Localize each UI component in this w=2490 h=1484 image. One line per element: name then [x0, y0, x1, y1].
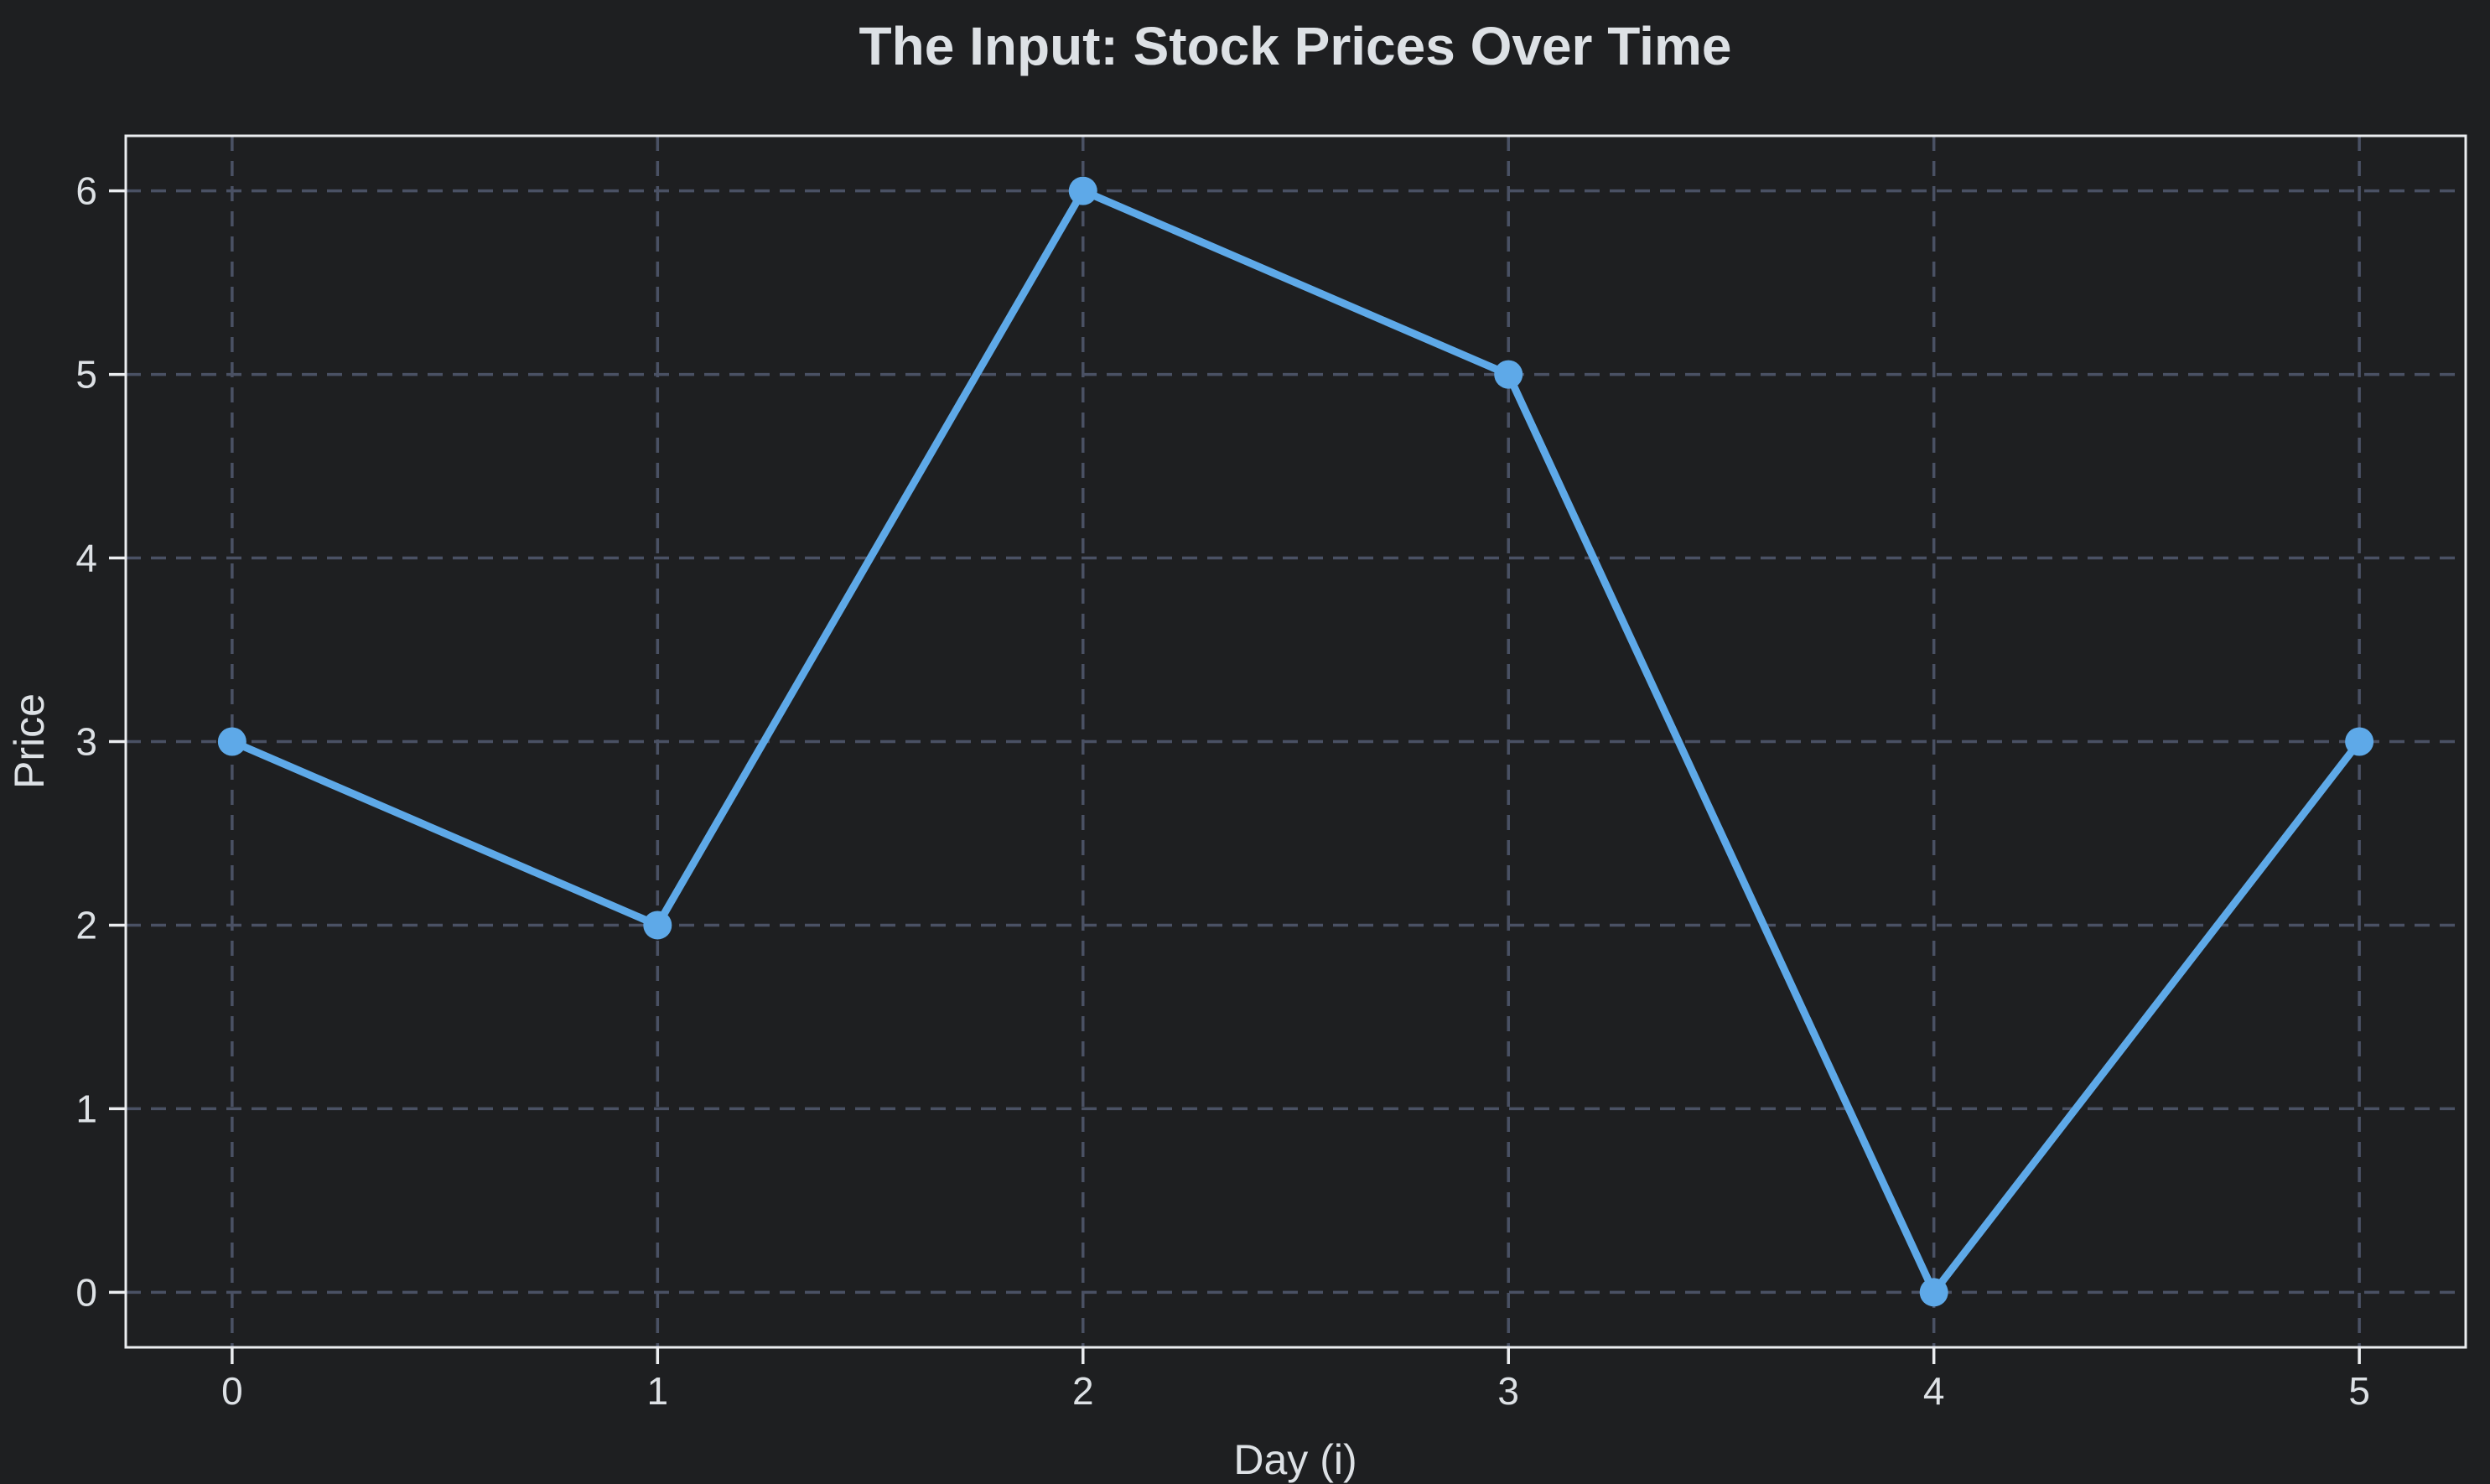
y-tick-label: 3 — [75, 720, 97, 764]
y-axis-label: Price — [6, 693, 53, 789]
x-tick-label: 4 — [1923, 1369, 1945, 1413]
y-tick-label: 6 — [75, 169, 97, 213]
tick-label-layer: 0 1 2 3 4 5 0 1 2 3 4 5 6 — [75, 169, 2370, 1413]
data-point — [1919, 1278, 1948, 1307]
y-tick-label: 5 — [75, 353, 97, 397]
data-point — [1068, 176, 1097, 205]
x-tick-label: 5 — [2348, 1369, 2370, 1413]
chart-title: The Input: Stock Prices Over Time — [859, 16, 1732, 76]
series-layer — [217, 176, 2374, 1307]
y-tick-label: 2 — [75, 903, 97, 947]
x-tick-label: 1 — [647, 1369, 669, 1413]
x-axis-label: Day (i) — [1233, 1436, 1357, 1483]
y-tick-label: 1 — [75, 1087, 97, 1130]
tick-layer — [109, 189, 2361, 1364]
data-point — [2345, 727, 2374, 756]
x-tick-label: 0 — [221, 1369, 243, 1413]
x-tick-label: 2 — [1072, 1369, 1094, 1413]
price-line — [228, 187, 2363, 1296]
data-point — [1494, 360, 1523, 389]
y-tick-label: 4 — [75, 537, 97, 580]
data-point — [643, 911, 672, 940]
data-point — [217, 727, 246, 756]
y-tick-label: 0 — [75, 1270, 97, 1314]
grid-layer — [126, 136, 2466, 1347]
x-tick-label: 3 — [1497, 1369, 1519, 1413]
